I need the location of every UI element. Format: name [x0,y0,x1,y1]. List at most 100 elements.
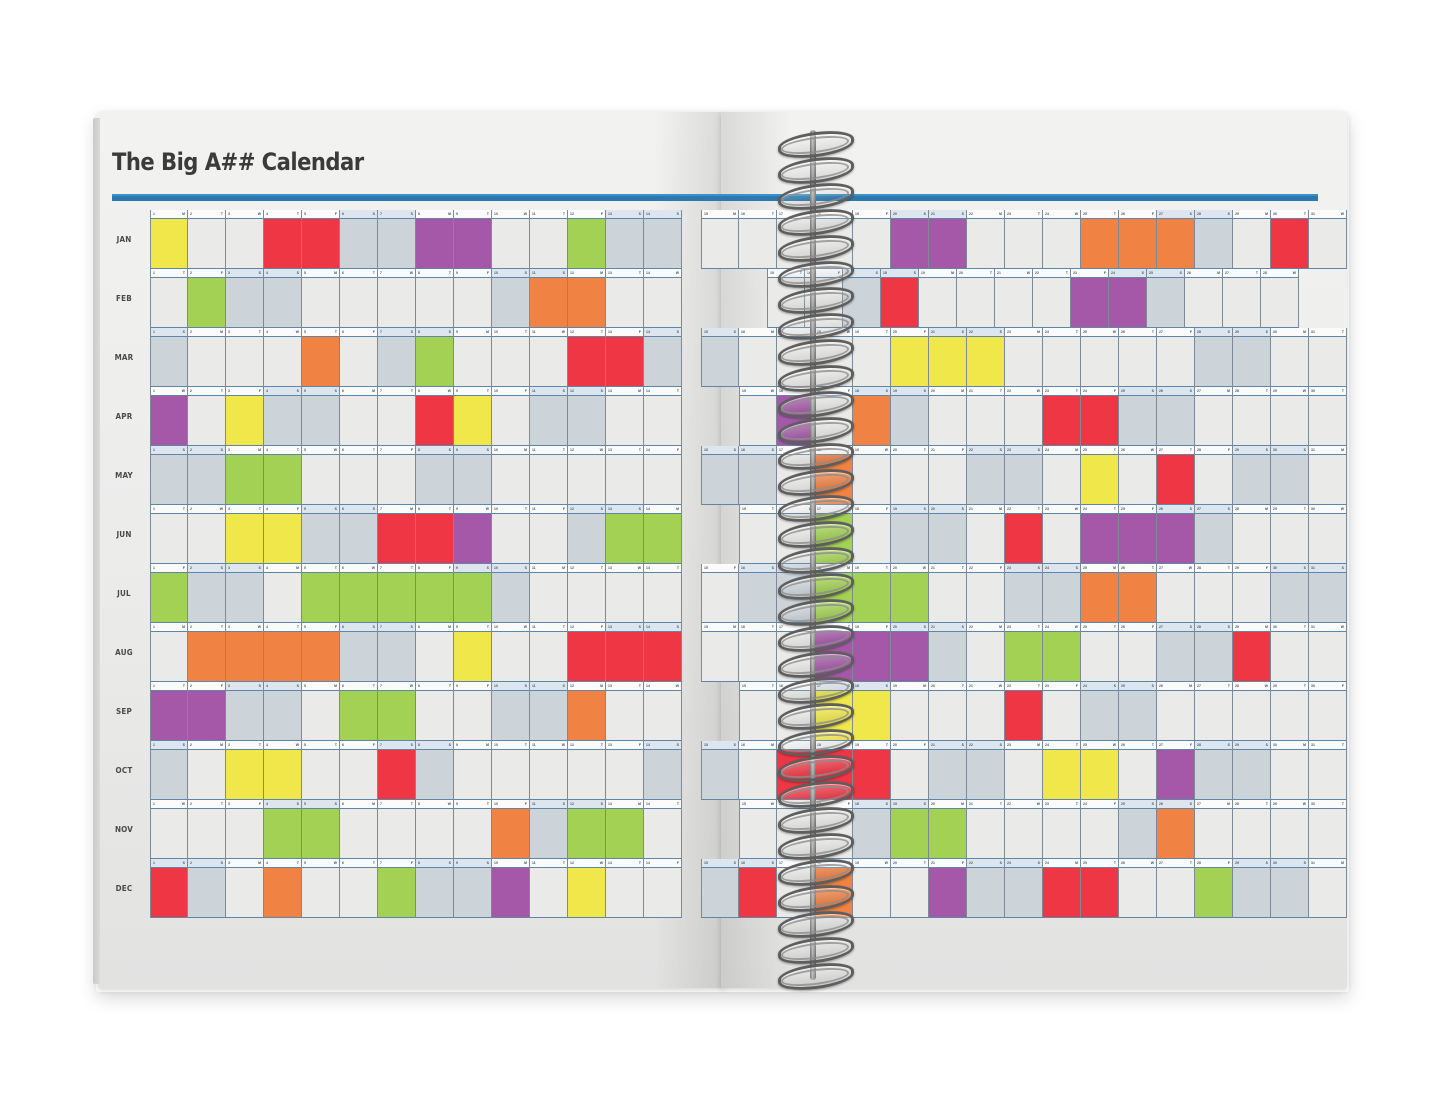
day-cell-body[interactable] [1043,219,1080,268]
day-cell[interactable]: 18 F [853,505,891,564]
day-cell-body[interactable] [530,219,567,268]
day-cell[interactable]: 28 F [1195,446,1233,505]
event-block[interactable] [644,514,681,563]
day-cell[interactable]: 19 F [853,210,891,269]
day-cell-body[interactable] [1119,868,1156,917]
day-cell-body[interactable] [264,573,301,622]
day-cell-body[interactable] [891,809,928,858]
day-cell-body[interactable] [815,219,852,268]
day-cell-body[interactable] [226,573,263,622]
day-cell[interactable]: 29 T [1271,505,1309,564]
day-cell-body[interactable] [568,337,605,386]
day-cell-body[interactable] [644,514,681,563]
event-block[interactable] [302,632,339,681]
day-cell[interactable]: 20 S [891,210,929,269]
day-cell[interactable]: 19 W [853,859,891,918]
day-cell-body[interactable] [416,809,453,858]
event-block[interactable] [777,750,814,799]
day-cell[interactable]: 29 S [1233,741,1271,800]
event-block[interactable] [302,573,339,622]
day-cell-body[interactable] [967,455,1004,504]
day-cell[interactable]: 14 S [644,210,682,269]
event-block[interactable] [815,455,852,504]
day-cell[interactable]: 29 F [1233,564,1271,623]
day-cell-body[interactable] [340,632,377,681]
day-cell-body[interactable] [644,337,681,386]
day-cell-body[interactable] [530,455,567,504]
day-cell-body[interactable] [340,750,377,799]
event-block[interactable] [188,278,225,327]
event-block[interactable] [151,868,187,917]
day-cell[interactable]: 11 T [530,210,568,269]
day-cell[interactable]: 10 S [492,682,530,741]
day-cell-body[interactable] [606,750,643,799]
day-cell-body[interactable] [1081,691,1118,740]
event-block[interactable] [1043,396,1080,445]
day-cell-body[interactable] [1233,632,1270,681]
day-cell-body[interactable] [853,337,890,386]
event-block[interactable] [606,337,643,386]
day-cell-body[interactable] [530,337,567,386]
day-cell[interactable]: 28 S [1195,623,1233,682]
day-cell-body[interactable] [644,632,681,681]
day-cell-body[interactable] [302,809,339,858]
day-cell-body[interactable] [188,278,225,327]
day-cell-body[interactable] [606,868,643,917]
day-cell[interactable]: 22 W [1005,800,1043,859]
day-cell-body[interactable] [416,337,453,386]
day-cell-body[interactable] [340,514,377,563]
day-cell[interactable]: 19 S [891,505,929,564]
day-cell[interactable]: 29 M [1233,210,1271,269]
day-cell[interactable]: 20 M [929,800,967,859]
day-cell[interactable]: 31 S [1309,564,1347,623]
day-cell-body[interactable] [1195,219,1232,268]
day-cell[interactable]: 18 M [815,564,853,623]
day-cell-body[interactable] [340,691,377,740]
day-cell-body[interactable] [606,691,643,740]
day-cell[interactable]: 22 F [967,564,1005,623]
day-cell[interactable]: 23 W [1043,505,1081,564]
day-cell-body[interactable] [264,514,301,563]
event-block[interactable] [815,691,852,740]
event-block[interactable] [264,455,301,504]
day-cell[interactable]: 22 S [967,741,1005,800]
day-cell-body[interactable] [777,691,814,740]
day-cell-body[interactable] [967,514,1004,563]
day-cell[interactable]: 23 S [1005,859,1043,918]
day-cell-body[interactable] [967,396,1004,445]
day-cell[interactable]: 20 T [929,682,967,741]
day-cell[interactable]: 13 T [606,269,644,328]
day-cell[interactable]: 12 T [568,328,606,387]
day-cell[interactable]: 21 S [929,623,967,682]
day-cell-body[interactable] [1309,219,1346,268]
day-cell-body[interactable] [929,573,966,622]
event-block[interactable] [891,219,928,268]
day-cell-body[interactable] [264,219,301,268]
day-cell[interactable]: 27 F [1157,328,1195,387]
day-cell[interactable]: 17 T [777,741,815,800]
day-cell-body[interactable] [1005,632,1042,681]
day-cell-body[interactable] [1081,455,1118,504]
day-cell-body[interactable] [1309,337,1346,386]
event-block[interactable] [606,809,643,858]
day-cell-body[interactable] [805,278,842,327]
day-cell-body[interactable] [1109,278,1146,327]
day-cell-body[interactable] [644,573,681,622]
